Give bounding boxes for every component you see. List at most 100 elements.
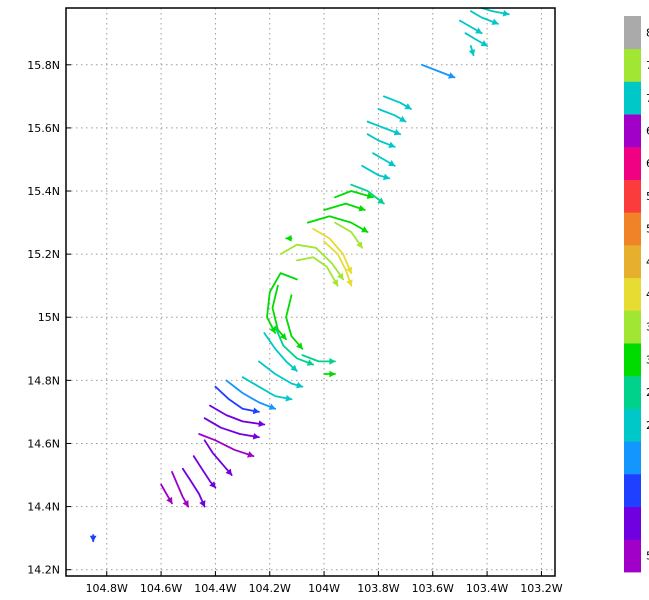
streamline-arrowhead: [247, 451, 254, 458]
x-tick-label: 104.8W: [86, 582, 128, 595]
streamline-arrowhead: [296, 342, 303, 350]
streamline-arrowhead: [268, 403, 276, 410]
streamline: [323, 370, 336, 378]
streamline: [89, 534, 97, 543]
plot-frame: [65, 7, 556, 577]
streamline-arrowhead: [306, 359, 314, 366]
streamline-arrowhead: [199, 500, 206, 508]
streamline: [372, 152, 396, 167]
colorbar-label: 8: [646, 26, 649, 39]
colorbar-swatch: [624, 179, 641, 213]
streamline-path: [263, 332, 298, 372]
colorbar-label: 7: [646, 92, 649, 105]
colorbar-swatch: [624, 343, 641, 377]
streamline: [420, 63, 456, 79]
colorbar-swatch: [624, 539, 641, 573]
streamline-arrowhead: [358, 205, 366, 212]
colorbar-label: 5: [646, 190, 649, 203]
streamline-path: [203, 417, 260, 439]
streamline-path: [274, 325, 315, 366]
streamline: [181, 467, 206, 508]
streamline: [377, 108, 407, 123]
y-axis: 14.2N 14.4N 14.6N 14.8N 15N 15.2N 15.4N 15.6N 15…: [27, 59, 71, 577]
colorbar: 5 2 2 3 3 4 4 5 5 6 6 7 7 8: [624, 16, 649, 573]
colorbar-swatch: [624, 506, 641, 540]
streamline-arrowhead: [388, 160, 396, 167]
streamline-arrowhead: [361, 226, 369, 233]
colorbar-label: 3: [646, 353, 649, 366]
streamline: [469, 10, 499, 25]
streamline: [279, 243, 345, 281]
x-tick-label: 103.6W: [412, 582, 454, 595]
streamline-path: [295, 256, 339, 287]
streamline: [285, 294, 304, 350]
streamline: [203, 417, 260, 440]
streamline-arrowhead: [345, 266, 353, 274]
streamline-arrowhead: [225, 468, 233, 476]
colorbar-label: 2: [646, 419, 649, 432]
streamline-path: [266, 272, 298, 334]
streamline: [263, 332, 298, 372]
streamline: [274, 325, 315, 366]
colorbar-swatch: [624, 473, 641, 507]
streamline-arrowhead: [329, 357, 336, 365]
colorbar-swatch: [624, 48, 641, 82]
streamline: [160, 483, 173, 505]
streamline-path: [171, 470, 190, 508]
streamline-path: [271, 284, 288, 341]
y-tick-label: 15N: [38, 311, 60, 324]
streamline: [266, 272, 298, 334]
streamline-arrowhead: [346, 279, 353, 287]
streamline-arrowhead: [388, 141, 396, 148]
streamline-path: [420, 63, 456, 79]
colorbar-swatch: [624, 114, 641, 148]
colorbar-label: 6: [646, 124, 649, 137]
x-tick-label: 104.4W: [194, 582, 236, 595]
streamline-arrowhead: [296, 381, 303, 389]
colorbar-label: 7: [646, 59, 649, 72]
streamline: [382, 95, 412, 110]
streamline-arrowhead: [382, 173, 390, 181]
streamline-path: [350, 183, 385, 205]
streamline: [366, 133, 396, 148]
streamline: [464, 32, 489, 47]
streamline-path: [241, 376, 293, 401]
streamline: [241, 376, 293, 402]
streamline: [214, 385, 260, 415]
streamline: [312, 227, 353, 275]
streamline-arrowhead: [448, 72, 456, 79]
y-tick-label: 15.2N: [27, 248, 60, 261]
colorbar-swatch: [624, 375, 641, 409]
streamline-path: [198, 433, 255, 458]
y-tick-label: 15.6N: [27, 122, 60, 135]
streamline-arrowhead: [209, 481, 216, 489]
streamline-path: [285, 294, 304, 350]
colorbar-swatch: [624, 277, 641, 311]
colorbar-label: 4: [646, 288, 649, 301]
streamline-arrowhead: [502, 9, 510, 17]
streamline-arrowhead: [491, 18, 499, 25]
streamline-arrowhead: [329, 370, 336, 378]
colorbar-swatch: [624, 212, 641, 246]
colorbar-swatch: [624, 310, 641, 344]
streamline: [301, 354, 336, 365]
streamline-arrowhead: [337, 272, 344, 280]
streamline-path: [279, 243, 345, 281]
streamline-arrowhead: [404, 103, 412, 110]
streamline-path: [334, 190, 374, 199]
x-tick-label: 103.8W: [357, 582, 399, 595]
streamline-arrowhead: [89, 535, 97, 542]
streamline-path: [366, 133, 396, 148]
streamline-arrowhead: [285, 394, 293, 402]
colorbar-swatch: [624, 16, 641, 50]
colorbar-swatch: [624, 81, 641, 115]
colorbar-label: 2: [646, 386, 649, 399]
streamline: [361, 164, 391, 181]
streamline-path: [209, 404, 266, 426]
colorbar-swatch: [624, 146, 641, 180]
streamline-arrowhead: [182, 500, 189, 508]
streamline-path: [214, 385, 260, 413]
colorbar-label: 5: [646, 223, 649, 236]
x-axis: 104.8W 104.6W 104.4W 104.2W 104W 103.8W 103.6W…: [86, 571, 563, 595]
